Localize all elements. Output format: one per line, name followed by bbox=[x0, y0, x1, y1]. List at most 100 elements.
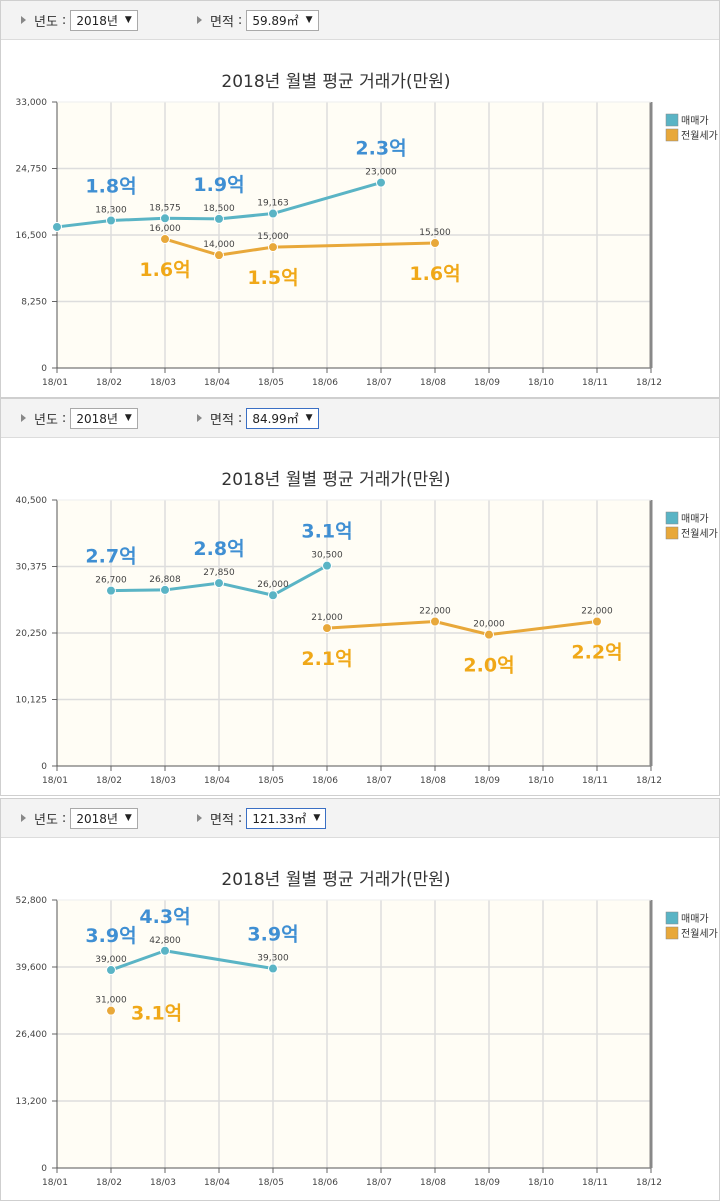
price-annotation: 3.9억 bbox=[85, 925, 136, 947]
data-label: 39,000 bbox=[95, 955, 127, 965]
data-label: 15,500 bbox=[419, 228, 451, 238]
data-label: 31,000 bbox=[95, 996, 127, 1006]
y-tick-label: 40,500 bbox=[16, 496, 48, 506]
x-tick-label: 18/08 bbox=[420, 378, 446, 388]
chart-title: 2018년 월별 평균 거래가(만원) bbox=[221, 470, 450, 490]
x-tick-label: 18/06 bbox=[312, 1178, 338, 1188]
price-line-chart: 2018년 월별 평균 거래가(만원) 0 10,125 20,250 30,375 40… bbox=[16, 470, 718, 786]
price-annotation: 2.0억 bbox=[463, 655, 514, 677]
area-filter: 면적 : 84.99㎡ ▼ bbox=[197, 407, 319, 429]
area-filter: 면적 : 121.33㎡ ▼ bbox=[197, 807, 327, 829]
filter-toolbar: 년도 : 2018년 ▼ 면적 : 59.89㎡ ▼ bbox=[1, 1, 719, 40]
data-point bbox=[268, 590, 278, 601]
area-label: 면적 bbox=[210, 812, 234, 828]
y-tick-label: 26,400 bbox=[16, 1030, 48, 1040]
y-tick-label: 0 bbox=[41, 364, 47, 374]
colon: : bbox=[237, 810, 243, 826]
year-select-value: 2018년 bbox=[76, 13, 118, 28]
colon: : bbox=[61, 12, 67, 28]
x-tick-label: 18/08 bbox=[420, 776, 446, 786]
x-tick-label: 18/03 bbox=[150, 378, 176, 388]
year-select[interactable]: 2018년 ▼ bbox=[70, 407, 138, 429]
area-label: 면적 bbox=[210, 14, 234, 30]
triangle-right-icon bbox=[197, 16, 202, 24]
data-point bbox=[268, 208, 278, 219]
triangle-right-icon bbox=[197, 414, 202, 422]
area-select[interactable]: 59.89㎡ ▼ bbox=[246, 9, 319, 31]
data-point bbox=[322, 560, 332, 571]
data-point bbox=[160, 234, 170, 245]
x-tick-label: 18/12 bbox=[636, 378, 662, 388]
area-select-value: 84.99㎡ bbox=[252, 411, 299, 426]
x-tick-label: 18/09 bbox=[474, 378, 500, 388]
data-label: 14,000 bbox=[203, 240, 235, 250]
x-tick-label: 18/02 bbox=[96, 378, 122, 388]
data-label: 26,808 bbox=[149, 575, 181, 585]
x-tick-label: 18/04 bbox=[204, 776, 230, 786]
x-tick-label: 18/07 bbox=[366, 378, 392, 388]
x-tick-label: 18/02 bbox=[96, 776, 122, 786]
data-point bbox=[430, 238, 440, 249]
chart-panel: 년도 : 2018년 ▼ 면적 : 59.89㎡ ▼ 2018년 월별 평균 거래가… bbox=[0, 0, 720, 398]
colon: : bbox=[61, 810, 67, 826]
data-point bbox=[268, 963, 278, 974]
data-point bbox=[484, 629, 494, 640]
x-tick-label: 18/09 bbox=[474, 776, 500, 786]
area-select-value: 121.33㎡ bbox=[252, 811, 307, 826]
legend-label: 전월세가 bbox=[681, 528, 718, 540]
price-line-chart: 2018년 월별 평균 거래가(만원) 0 13,200 26,400 39,600 52… bbox=[16, 870, 718, 1188]
year-select[interactable]: 2018년 ▼ bbox=[70, 9, 138, 31]
colon: : bbox=[61, 410, 67, 426]
triangle-right-icon bbox=[21, 414, 26, 422]
y-tick-label: 20,250 bbox=[16, 629, 48, 639]
x-tick-label: 18/11 bbox=[582, 1178, 608, 1188]
series-line bbox=[56, 181, 382, 229]
data-point bbox=[322, 623, 332, 634]
colon: : bbox=[237, 410, 243, 426]
price-annotation: 2.2억 bbox=[571, 642, 622, 664]
y-tick-label: 8,250 bbox=[21, 298, 47, 308]
data-point bbox=[214, 213, 224, 224]
data-point bbox=[106, 965, 116, 976]
price-annotation: 2.3억 bbox=[355, 138, 406, 160]
year-label: 년도 bbox=[34, 14, 58, 30]
x-tick-label: 18/04 bbox=[204, 1178, 230, 1188]
caret-down-icon: ▼ bbox=[305, 15, 313, 25]
price-annotation: 4.3억 bbox=[139, 906, 190, 928]
x-tick-label: 18/12 bbox=[636, 776, 662, 786]
legend-swatch bbox=[665, 926, 679, 940]
data-label: 15,000 bbox=[257, 232, 289, 242]
data-label: 18,300 bbox=[95, 205, 127, 215]
price-annotation: 2.8억 bbox=[193, 538, 244, 560]
caret-down-icon: ▼ bbox=[124, 813, 132, 823]
legend-label: 전월세가 bbox=[681, 928, 718, 940]
year-label: 년도 bbox=[34, 812, 58, 828]
data-label: 18,500 bbox=[203, 204, 235, 214]
y-tick-label: 0 bbox=[41, 1164, 47, 1174]
data-label: 19,163 bbox=[257, 199, 289, 209]
filter-toolbar: 년도 : 2018년 ▼ 면적 : 121.33㎡ ▼ bbox=[1, 799, 719, 838]
legend-label: 매매가 bbox=[681, 115, 709, 127]
area-select-value: 59.89㎡ bbox=[252, 13, 299, 28]
year-select-value: 2018년 bbox=[76, 811, 118, 826]
x-tick-label: 18/10 bbox=[528, 1178, 554, 1188]
area-select[interactable]: 84.99㎡ ▼ bbox=[246, 407, 319, 429]
triangle-right-icon bbox=[21, 814, 26, 822]
data-point bbox=[106, 215, 116, 226]
year-select[interactable]: 2018년 ▼ bbox=[70, 807, 138, 829]
x-tick-label: 18/03 bbox=[150, 1178, 176, 1188]
y-tick-label: 30,375 bbox=[16, 563, 48, 573]
data-point bbox=[160, 584, 170, 595]
y-tick-label: 33,000 bbox=[16, 98, 48, 108]
chart-title: 2018년 월별 평균 거래가(만원) bbox=[221, 870, 450, 890]
price-annotation: 3.1억 bbox=[131, 1003, 182, 1025]
price-annotation: 2.7억 bbox=[85, 546, 136, 568]
area-select[interactable]: 121.33㎡ ▼ bbox=[246, 807, 327, 829]
x-tick-label: 18/02 bbox=[96, 1178, 122, 1188]
chart-panel: 년도 : 2018년 ▼ 면적 : 121.33㎡ ▼ 2018년 월별 평균 거래… bbox=[0, 798, 720, 1201]
price-annotation: 1.6억 bbox=[139, 259, 190, 281]
legend-swatch bbox=[665, 128, 679, 142]
year-filter: 년도 : 2018년 ▼ bbox=[21, 807, 138, 829]
data-label: 16,000 bbox=[149, 224, 181, 234]
year-select-value: 2018년 bbox=[76, 411, 118, 426]
